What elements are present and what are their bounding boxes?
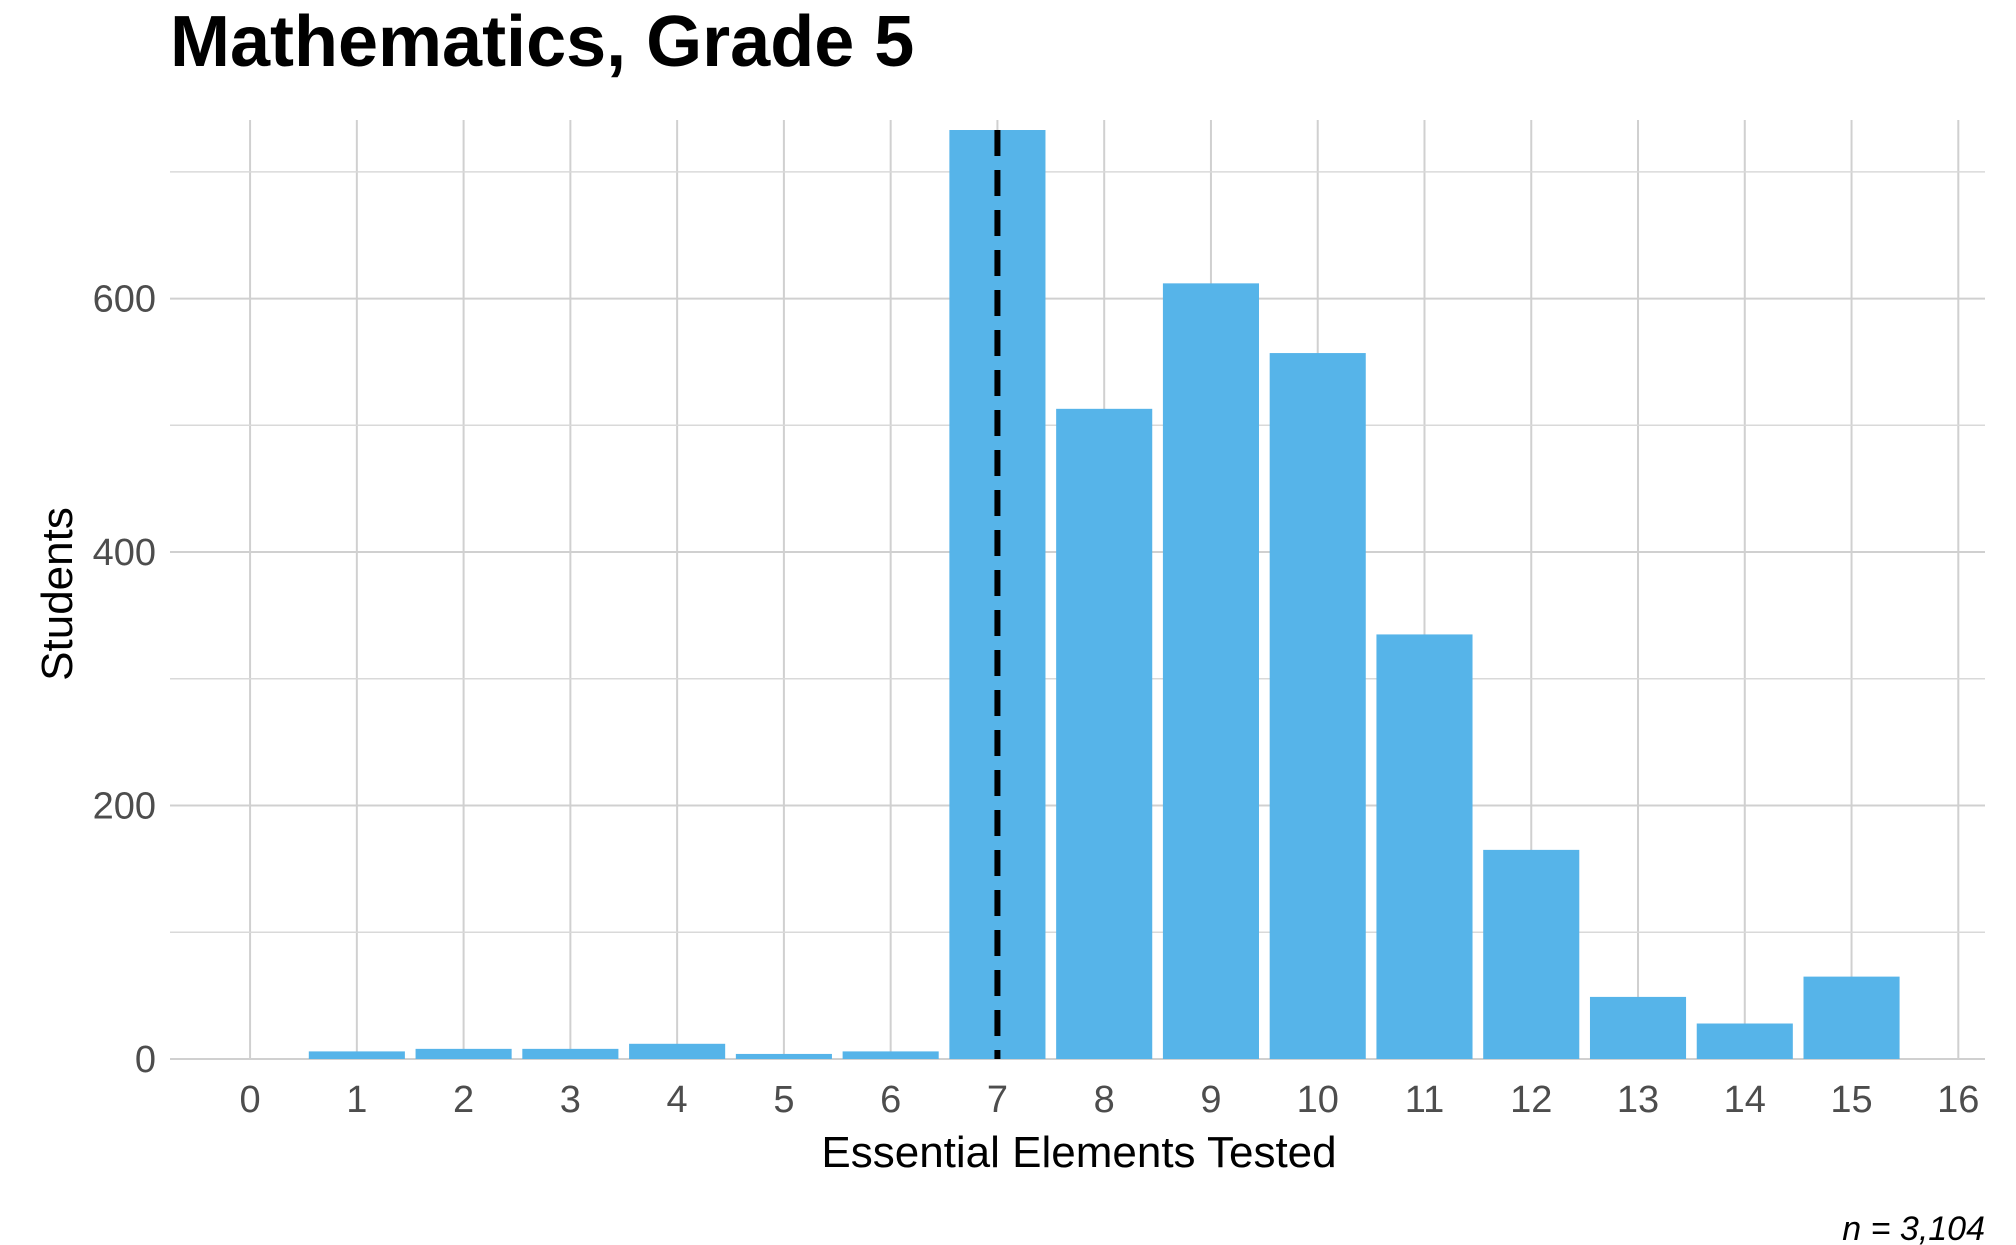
caption: n = 3,104 xyxy=(1842,1210,1985,1245)
y-tick-label: 200 xyxy=(93,786,156,828)
x-tick-label: 12 xyxy=(1510,1079,1552,1121)
bar-12 xyxy=(1483,849,1580,1059)
bar-14 xyxy=(1696,1023,1793,1059)
y-tick-label: 0 xyxy=(135,1039,156,1081)
x-tick-label: 0 xyxy=(240,1079,261,1121)
bar-11 xyxy=(1376,634,1473,1059)
x-tick-label: 9 xyxy=(1200,1079,1221,1121)
bar-2 xyxy=(415,1048,512,1059)
bar-9 xyxy=(1162,283,1259,1059)
y-tick-label: 600 xyxy=(93,279,156,321)
bar-8 xyxy=(1056,408,1153,1059)
x-tick-label: 15 xyxy=(1830,1079,1872,1121)
y-tick-label: 400 xyxy=(93,532,156,574)
x-tick-label: 3 xyxy=(560,1079,581,1121)
x-tick-label: 5 xyxy=(773,1079,794,1121)
bar-10 xyxy=(1269,353,1366,1059)
bar-1 xyxy=(308,1051,405,1059)
x-tick-label: 11 xyxy=(1405,1079,1444,1121)
x-tick-label: 2 xyxy=(453,1079,474,1121)
x-tick-label: 7 xyxy=(987,1079,1008,1121)
bar-13 xyxy=(1589,996,1687,1059)
bar-3 xyxy=(522,1048,619,1059)
x-axis-title: Essential Elements Tested xyxy=(821,1128,1336,1177)
x-tick-label: 10 xyxy=(1297,1079,1339,1121)
x-tick-label: 14 xyxy=(1724,1079,1766,1121)
bar-5 xyxy=(735,1053,832,1059)
x-tick-label: 6 xyxy=(880,1079,901,1121)
x-tick-label: 13 xyxy=(1617,1079,1659,1121)
x-tick-label: 1 xyxy=(346,1079,367,1121)
x-tick-label: 16 xyxy=(1937,1079,1979,1121)
bar-6 xyxy=(842,1051,939,1059)
chart-title: Mathematics, Grade 5 xyxy=(170,2,914,82)
bar-4 xyxy=(629,1043,726,1059)
x-tick-label: 4 xyxy=(667,1079,688,1121)
bar-15 xyxy=(1803,976,1900,1059)
y-axis-title: Students xyxy=(33,507,82,681)
x-tick-label: 8 xyxy=(1094,1079,1115,1121)
